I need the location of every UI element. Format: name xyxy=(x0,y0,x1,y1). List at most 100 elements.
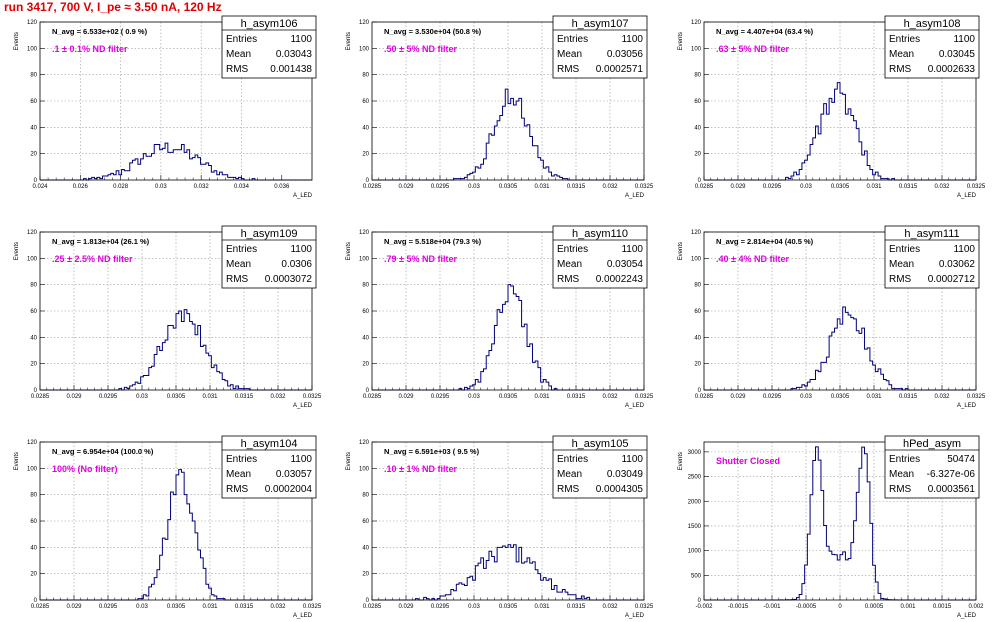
y-axis-label: Events xyxy=(346,32,352,50)
x-tick-label: 0.03 xyxy=(136,394,148,400)
x-tick-label: 0.002 xyxy=(968,604,984,610)
x-tick-label: 0.03 xyxy=(468,184,480,190)
y-tick-label: 100 xyxy=(691,46,702,52)
y-tick-label: 60 xyxy=(694,309,701,315)
y-tick-label: 20 xyxy=(362,362,369,368)
stats-box xyxy=(552,225,648,289)
y-tick-label: 2000 xyxy=(688,499,702,505)
x-tick-label: 0.0305 xyxy=(499,604,518,610)
y-tick-label: 0 xyxy=(34,598,38,604)
x-tick-label: 0.024 xyxy=(32,184,48,190)
y-tick-label: 0 xyxy=(698,178,702,184)
stats-value: 1100 xyxy=(290,244,312,255)
histogram-panel-hPed_asym: -0.002 -0.0015 -0.001 -0.0005 0 0.0005 0.001 0.… xyxy=(678,435,984,619)
histogram-panel-h_asym107: 0.0285 0.029 0.0295 0.03 0.0305 0.031 0.0315 0.… xyxy=(346,15,654,199)
stats-key: Mean xyxy=(226,469,251,480)
x-tick-label: 0.0305 xyxy=(499,184,518,190)
x-tick-label: 0.0325 xyxy=(303,394,322,400)
x-tick-label: 0.0325 xyxy=(635,604,654,610)
stats-value: 0.0004305 xyxy=(596,484,644,495)
histogram-line xyxy=(40,142,312,181)
y-tick-label: 120 xyxy=(27,440,38,446)
stats-title: h_asym108 xyxy=(904,18,961,30)
x-tick-label: 0.029 xyxy=(730,394,746,400)
y-tick-label: 60 xyxy=(362,309,369,315)
y-tick-label: 100 xyxy=(27,466,38,472)
y-tick-label: 120 xyxy=(691,20,702,26)
stats-value: 0.0002243 xyxy=(596,274,644,285)
x-axis-label: A_LED xyxy=(957,193,977,199)
y-tick-label: 100 xyxy=(691,256,702,262)
histogram-line xyxy=(40,309,312,391)
x-tick-label: 0.0285 xyxy=(695,394,714,400)
x-axis-label: A_LED xyxy=(625,613,645,619)
x-tick-label: -0.0015 xyxy=(728,604,749,610)
stats-value: 1100 xyxy=(621,454,643,465)
stats-value: 0.0002571 xyxy=(596,64,644,75)
filter-note: 100% (No filter) xyxy=(52,464,118,474)
y-tick-label: 100 xyxy=(359,46,370,52)
y-tick-label: 120 xyxy=(691,230,702,236)
x-tick-label: 0.0315 xyxy=(235,604,254,610)
x-tick-label: 0.028 xyxy=(113,184,129,190)
x-tick-label: 0.0305 xyxy=(499,394,518,400)
stats-value: 1100 xyxy=(621,34,643,45)
y-tick-label: 60 xyxy=(30,99,37,105)
stats-title: h_asym109 xyxy=(241,228,298,240)
stats-value: 1100 xyxy=(953,34,975,45)
navg-label: N_avg = 4.407e+04 (63.4 %) xyxy=(716,27,814,36)
stats-value: 0.03043 xyxy=(276,49,313,60)
stats-key: Entries xyxy=(557,244,588,255)
y-axis-label: Events xyxy=(346,452,352,470)
y-tick-label: 60 xyxy=(30,309,37,315)
stats-key: Mean xyxy=(226,259,251,270)
y-tick-label: 40 xyxy=(362,545,369,551)
stats-value: 1100 xyxy=(953,244,975,255)
x-tick-label: 0.034 xyxy=(234,184,250,190)
x-tick-label: 0.0315 xyxy=(899,184,918,190)
x-tick-label: 0.0005 xyxy=(865,604,884,610)
stats-key: Entries xyxy=(889,244,920,255)
x-tick-label: 0.0315 xyxy=(567,184,586,190)
x-tick-label: 0.029 xyxy=(398,184,414,190)
x-tick-label: 0.0305 xyxy=(167,604,186,610)
x-tick-label: 0.036 xyxy=(274,184,290,190)
x-tick-label: -0.002 xyxy=(695,604,713,610)
navg-label: N_avg = 6.954e+04 (100.0 %) xyxy=(52,447,154,456)
x-tick-label: 0.0315 xyxy=(567,394,586,400)
stats-value: 0.0306 xyxy=(281,259,312,270)
stats-key: Entries xyxy=(889,34,920,45)
x-tick-label: 0.0315 xyxy=(235,394,254,400)
histogram-panel-h_asym110: 0.0285 0.029 0.0295 0.03 0.0305 0.031 0.0315 0.… xyxy=(346,225,654,409)
stats-key: Mean xyxy=(889,469,914,480)
x-tick-label: 0.03 xyxy=(155,184,167,190)
x-tick-label: 0.0325 xyxy=(635,184,654,190)
x-tick-label: 0.03 xyxy=(468,394,480,400)
stats-box xyxy=(884,15,980,79)
x-tick-label: 0.03 xyxy=(136,604,148,610)
stats-box xyxy=(884,435,980,499)
stats-box xyxy=(884,225,980,289)
navg-label: N_avg = 2.814e+04 (40.5 %) xyxy=(716,237,814,246)
stats-value: 0.03049 xyxy=(607,469,644,480)
y-axis-label: Events xyxy=(14,32,20,50)
x-tick-label: 0.0285 xyxy=(31,394,50,400)
y-tick-label: 100 xyxy=(359,256,370,262)
y-tick-label: 0 xyxy=(34,178,38,184)
y-tick-label: 80 xyxy=(30,493,37,499)
x-axis-label: A_LED xyxy=(957,613,977,619)
x-tick-label: 0.001 xyxy=(900,604,916,610)
x-tick-label: 0.0295 xyxy=(99,604,118,610)
filter-note: .25 ± 2.5% ND filter xyxy=(52,254,133,264)
y-tick-label: 20 xyxy=(30,152,37,158)
stats-key: Mean xyxy=(889,49,914,60)
y-tick-label: 0 xyxy=(698,388,702,394)
stats-key: Entries xyxy=(889,454,920,465)
y-tick-label: 80 xyxy=(694,73,701,79)
y-tick-label: 1500 xyxy=(688,524,702,530)
stats-key: RMS xyxy=(889,274,912,285)
stats-title: h_asym104 xyxy=(241,438,298,450)
y-axis-label: Events xyxy=(678,32,684,50)
x-axis-label: A_LED xyxy=(625,193,645,199)
stats-key: RMS xyxy=(226,484,249,495)
